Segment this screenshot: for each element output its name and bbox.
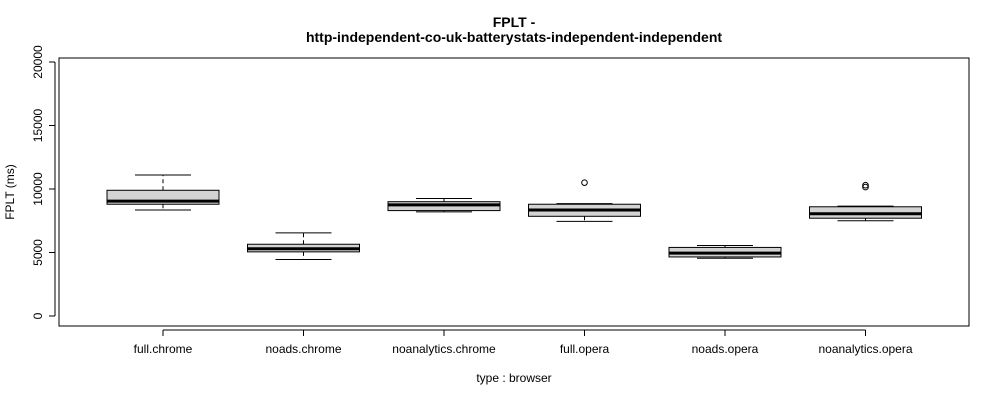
outlier-point — [862, 181, 869, 189]
x-tick-label: noanalytics.opera — [818, 342, 912, 356]
y-axis-label: FPLT (ms) — [3, 164, 17, 220]
box-noanalytics.opera — [809, 181, 922, 222]
outlier-point — [581, 179, 588, 186]
box-noads.opera — [668, 245, 782, 259]
x-tick-label: noads.chrome — [265, 342, 341, 356]
chart-subtitle: http-independent-co-uk-batterystats-inde… — [306, 29, 722, 45]
x-axis-label: type : browser — [476, 371, 551, 385]
box-noads.chrome — [247, 232, 360, 260]
y-tick-label: 0 — [31, 312, 45, 319]
y-tick-label: 5000 — [31, 239, 45, 266]
x-tick-label: full.opera — [560, 342, 610, 356]
box-full.chrome — [106, 174, 220, 211]
y-tick-label: 15000 — [31, 108, 45, 142]
plot-frame — [58, 57, 970, 327]
boxes-group — [106, 174, 922, 260]
y-tick-label: 10000 — [31, 172, 45, 206]
y-tick-label: 20000 — [31, 45, 45, 79]
box-full.opera — [528, 179, 641, 222]
x-tick-label: noanalytics.chrome — [392, 342, 496, 356]
chart-title: FPLT - — [493, 14, 536, 30]
x-tick-label: full.chrome — [134, 342, 193, 356]
box-noanalytics.chrome — [387, 198, 501, 213]
x-tick-label: noads.opera — [692, 342, 759, 356]
y-axis: 0 5000 10000 15000 20000 — [31, 45, 56, 319]
outlier-point — [862, 183, 869, 191]
x-axis: full.chrome noads.chrome noanalytics.chrom… — [134, 329, 913, 356]
